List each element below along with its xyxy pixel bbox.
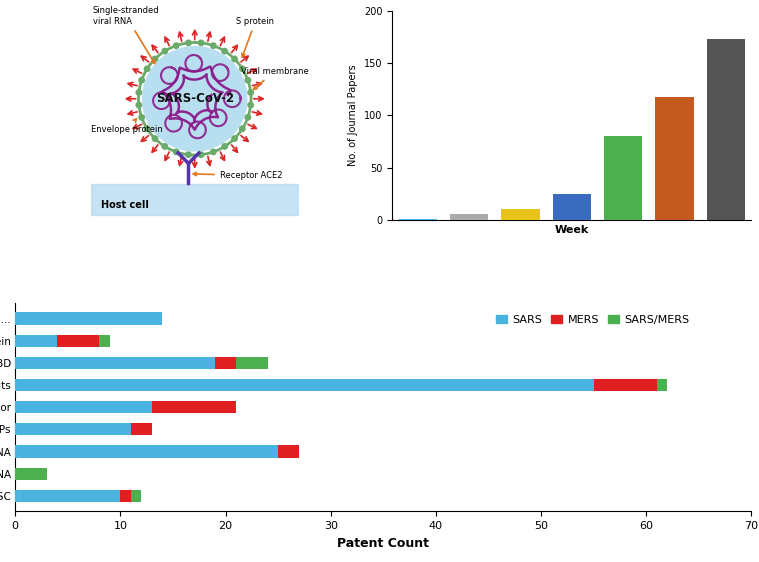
Circle shape — [153, 136, 158, 141]
Bar — [15, 446, 278, 457]
Circle shape — [162, 144, 168, 149]
Bar — [215, 357, 236, 369]
Bar — [15, 490, 121, 502]
Circle shape — [248, 102, 254, 108]
Circle shape — [245, 115, 250, 120]
Bar — [15, 423, 131, 436]
Bar — [15, 312, 162, 325]
Bar — [501, 209, 540, 220]
Bar — [398, 219, 437, 220]
X-axis label: Week: Week — [555, 225, 589, 235]
Bar — [131, 423, 152, 436]
Circle shape — [222, 48, 228, 54]
Circle shape — [245, 78, 250, 83]
Bar — [15, 379, 594, 391]
Circle shape — [222, 144, 228, 149]
Bar — [655, 97, 694, 220]
Bar — [15, 401, 152, 413]
Text: S protein: S protein — [237, 17, 275, 57]
Bar — [99, 334, 110, 347]
Text: Envelope protein: Envelope protein — [90, 119, 162, 134]
X-axis label: Patent Count: Patent Count — [337, 537, 430, 550]
Bar — [131, 490, 141, 502]
Bar — [57, 334, 99, 347]
Circle shape — [248, 90, 254, 95]
Bar — [236, 357, 268, 369]
Bar — [604, 137, 642, 220]
Circle shape — [198, 152, 203, 157]
Circle shape — [174, 149, 179, 155]
Circle shape — [153, 56, 158, 62]
Bar — [15, 357, 215, 369]
Circle shape — [211, 43, 216, 48]
Circle shape — [139, 78, 144, 83]
Bar — [15, 334, 57, 347]
Text: Viral membrane: Viral membrane — [241, 67, 308, 89]
Circle shape — [198, 40, 203, 46]
Circle shape — [136, 90, 141, 95]
Bar — [121, 490, 131, 502]
Circle shape — [136, 102, 141, 108]
Circle shape — [240, 126, 245, 132]
Circle shape — [143, 47, 247, 151]
Text: Host cell: Host cell — [101, 200, 149, 210]
Bar — [594, 379, 657, 391]
Bar — [657, 379, 667, 391]
Circle shape — [211, 149, 216, 155]
Bar — [553, 193, 591, 220]
Bar — [15, 468, 47, 480]
Circle shape — [139, 115, 144, 120]
Circle shape — [240, 66, 245, 71]
Text: Single-stranded
viral RNA: Single-stranded viral RNA — [93, 6, 159, 64]
Circle shape — [144, 126, 150, 132]
Circle shape — [144, 66, 150, 71]
Circle shape — [231, 56, 238, 62]
Bar — [152, 401, 236, 413]
Bar — [450, 215, 489, 220]
Bar — [707, 39, 745, 220]
Bar — [90, 184, 299, 215]
Text: Receptor ACE2: Receptor ACE2 — [193, 171, 282, 180]
Circle shape — [162, 48, 168, 54]
Bar — [278, 446, 299, 457]
Circle shape — [231, 136, 238, 141]
Circle shape — [186, 152, 191, 157]
Circle shape — [174, 43, 179, 48]
Legend: SARS, MERS, SARS/MERS: SARS, MERS, SARS/MERS — [491, 311, 694, 329]
Y-axis label: No. of Journal Papers: No. of Journal Papers — [348, 65, 358, 166]
Text: SARS-CoV-2: SARS-CoV-2 — [156, 92, 234, 105]
Circle shape — [186, 40, 191, 46]
